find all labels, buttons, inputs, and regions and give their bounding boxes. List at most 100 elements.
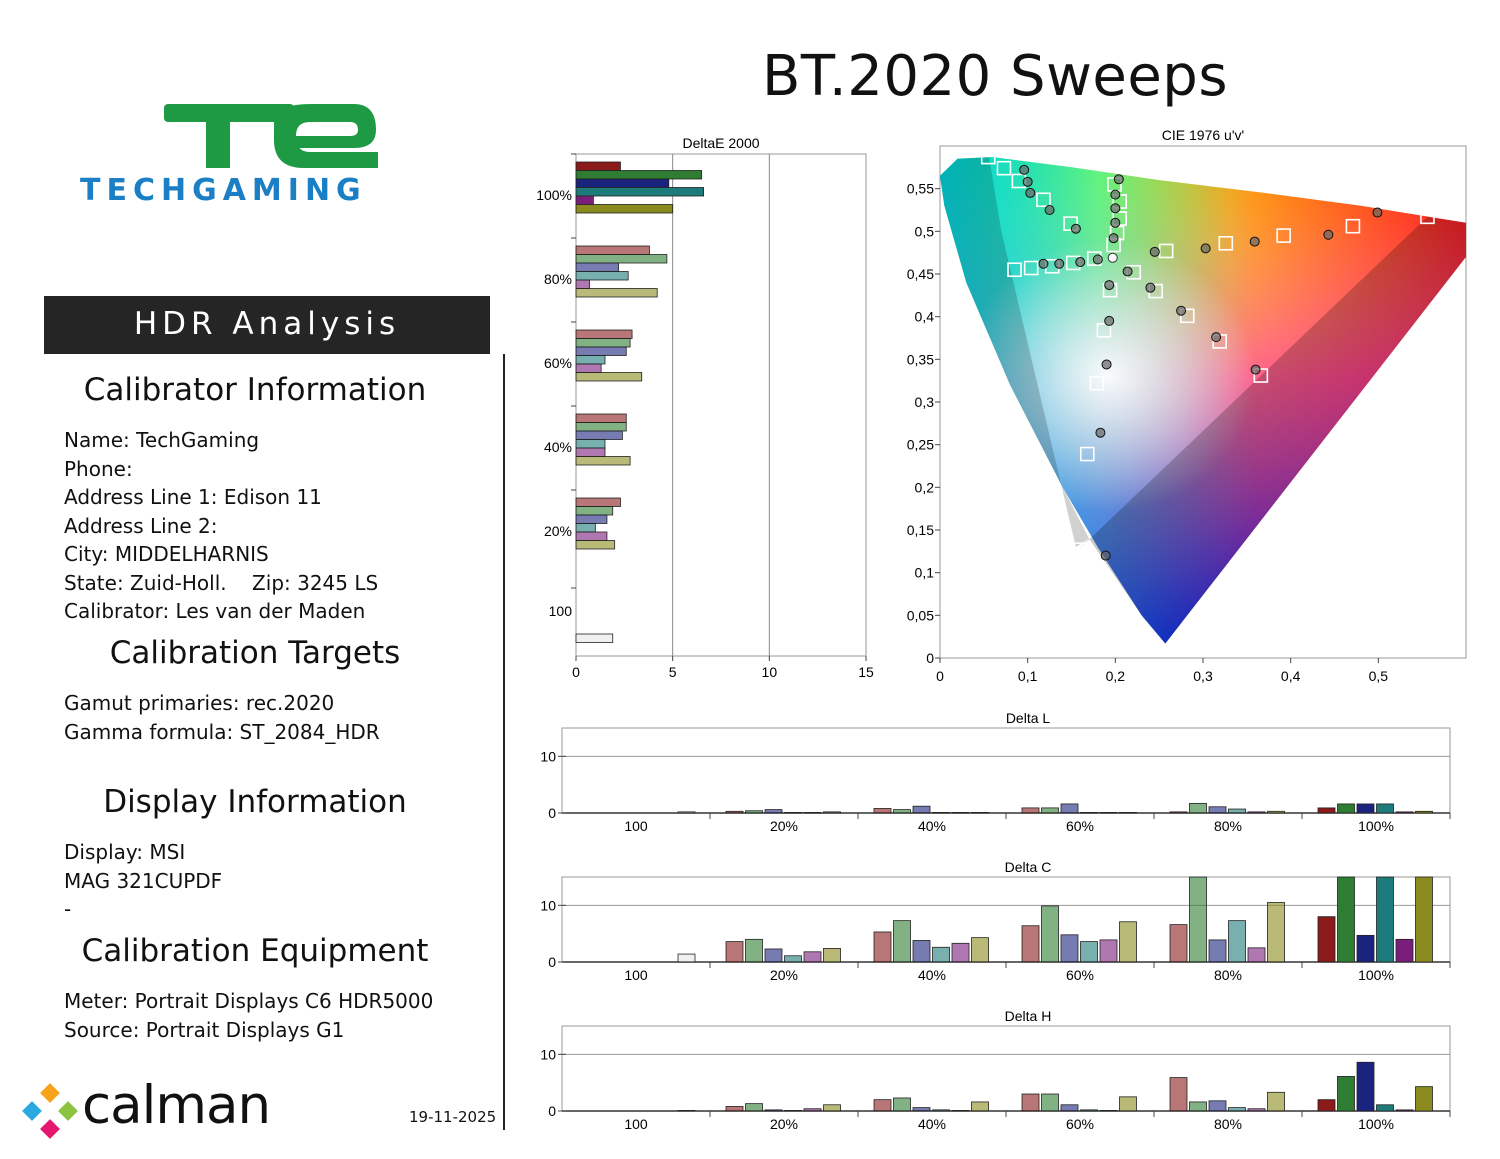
equipment-meter: Meter: Portrait Displays C6 HDR5000 <box>64 989 434 1013</box>
cie-y-tick-label: 0,15 <box>907 522 934 538</box>
cie-target-marker <box>1420 209 1435 225</box>
delta-c-bar <box>873 931 892 963</box>
cie-outer-shade-bottom <box>1078 216 1466 644</box>
delta-h-y-tick-label: 10 <box>540 1046 556 1062</box>
cie-measured-marker <box>1372 207 1383 218</box>
deltae-bar <box>575 346 627 356</box>
delta-c-bar <box>1041 905 1059 963</box>
cie-measured-marker <box>1323 229 1334 240</box>
delta-h-bar <box>1337 1076 1355 1112</box>
deltae-x-tick-label: 5 <box>669 664 677 680</box>
delta-h-bar <box>1267 1091 1285 1112</box>
cie-target-marker <box>1089 375 1105 391</box>
cie-measured-marker <box>1110 217 1121 228</box>
delta-h-bar <box>1247 1108 1266 1112</box>
delta-l-bar <box>1099 812 1118 814</box>
delta-c-bar <box>1228 920 1246 963</box>
delta-l-bar <box>1356 803 1375 814</box>
delta-h-bar <box>932 1109 950 1112</box>
delta-l-bar <box>1208 806 1227 814</box>
display-info: Display: MSI MAG 321CUPDF - <box>64 838 222 924</box>
deltae-bar <box>575 178 670 188</box>
delta-l-category-label: 80% <box>1214 818 1242 834</box>
cie-outer-shade-left <box>940 157 1090 548</box>
cie-target-marker <box>1253 368 1269 383</box>
cie-measured-marker <box>1038 258 1049 269</box>
calibrator-address1: Address Line 1: Edison 11 <box>64 485 322 509</box>
deltae-bar <box>575 422 627 432</box>
delta-h-bar <box>745 1103 763 1112</box>
te-mark <box>164 104 378 168</box>
delta-h-bar <box>1356 1061 1375 1112</box>
cie-target-marker <box>1036 192 1051 208</box>
delta-c-bar <box>1247 947 1266 963</box>
cie-target-marker <box>1096 323 1112 338</box>
delta-h-bar <box>912 1107 931 1112</box>
delta-h-bar <box>1080 1109 1098 1112</box>
cie-measured-marker <box>1044 205 1055 215</box>
deltae-title: DeltaE 2000 <box>682 135 759 151</box>
delta-h-category-label: 100% <box>1358 1116 1394 1132</box>
delta-c-bar <box>1060 934 1079 963</box>
deltae-bar <box>575 195 594 205</box>
delta-c-bar <box>1267 902 1285 963</box>
delta-h-bar <box>1228 1107 1246 1112</box>
cie-y-tick-label: 0 <box>926 650 934 666</box>
cie-y-tick-label: 0,35 <box>907 351 934 367</box>
delta-c-bar <box>803 951 822 963</box>
calibrator-phone: Phone: <box>64 456 133 481</box>
techgaming-logo: TECHGAMING <box>80 104 378 208</box>
cie-measured-marker <box>1250 364 1261 375</box>
delta-h-category-label: 40% <box>918 1116 946 1132</box>
deltae-bar <box>575 170 703 180</box>
calman-logo-icon <box>22 1083 78 1139</box>
delta-c-bar <box>951 942 970 963</box>
delta-c-bar <box>784 955 802 963</box>
equipment-source: Source: Portrait Displays G1 <box>64 1017 345 1042</box>
delta-l-bar <box>823 811 841 814</box>
delta-l-bar <box>1228 808 1246 814</box>
deltae-bar <box>575 245 650 255</box>
cie-x-tick-label: 0,3 <box>1193 668 1213 684</box>
delta-l-bar <box>1189 802 1207 814</box>
cie-title: CIE 1976 u'v' <box>1162 127 1244 143</box>
delta-h-bar <box>1119 1096 1137 1112</box>
equipment-heading: Calibration Equipment <box>81 933 429 969</box>
deltae-plot-area <box>575 153 867 657</box>
delta-h-bar <box>803 1108 822 1112</box>
delta-c-plot-area <box>561 876 1451 963</box>
delta-l-bar <box>803 812 822 814</box>
delta-c-title: Delta C <box>1005 859 1052 875</box>
targets-gamut: Gamut primaries: rec.2020 <box>64 691 335 715</box>
deltae-bar <box>575 633 614 643</box>
delta-c-bar <box>823 948 841 963</box>
delta-h-bar <box>764 1109 783 1112</box>
cie-y-tick-label: 0,05 <box>907 607 934 623</box>
cie-x-tick-label: 0,2 <box>1106 668 1126 684</box>
deltae-bar <box>575 540 616 550</box>
delta-c-bar <box>725 941 744 963</box>
cie-measured-marker <box>1108 233 1119 244</box>
delta-l-category-label: 100 <box>624 818 648 834</box>
delta-h-bar <box>1060 1104 1079 1112</box>
deltae-group-label: 100% <box>536 187 572 203</box>
delta-l-plot-area <box>561 727 1451 814</box>
delta-c-bar <box>1317 916 1336 963</box>
delta-l-bar <box>951 812 970 814</box>
delta-l-y-tick-label: 10 <box>540 748 556 764</box>
deltae-bar <box>575 204 674 214</box>
delta-h-bar <box>873 1099 892 1112</box>
delta-l-bar <box>932 812 950 814</box>
report-date: 19-11-2025 <box>409 1108 497 1126</box>
deltae-group-label: 40% <box>544 439 572 455</box>
cie-target-marker <box>1079 446 1095 462</box>
delta-l-bar <box>971 812 989 814</box>
deltae-bar <box>575 161 621 171</box>
delta-l-category-label: 60% <box>1066 818 1094 834</box>
report-banner: HDR Analysis <box>44 296 490 354</box>
delta-h-bar <box>1395 1109 1414 1112</box>
calibrator-state-zip: State: Zuid-Holl. Zip: 3245 LS <box>64 570 379 595</box>
delta-c-category-label: 20% <box>770 967 798 983</box>
cie-measured-marker <box>1100 550 1111 561</box>
delta-h-title: Delta H <box>1005 1008 1052 1024</box>
